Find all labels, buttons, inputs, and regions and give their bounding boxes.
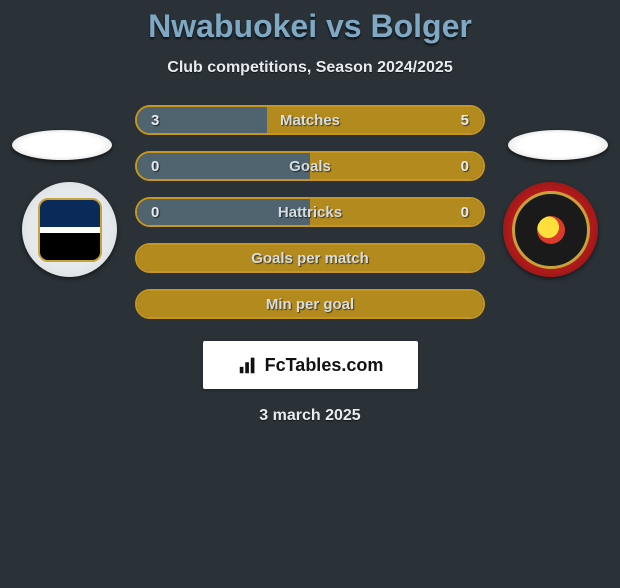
bar-value-left: 0 <box>151 204 159 221</box>
bar-fill-right <box>310 153 483 179</box>
stat-bar-matches: Matches 3 5 <box>135 105 485 135</box>
club-left-badge <box>22 182 117 277</box>
stat-bar-goals-per-match: Goals per match <box>135 243 485 273</box>
bar-label: Hattricks <box>278 204 342 221</box>
bar-value-right: 0 <box>461 158 469 175</box>
comparison-bars: Matches 3 5 Goals 0 0 Hattricks 0 0 Goals per mat… <box>135 105 485 319</box>
club-right-crest <box>512 191 590 269</box>
brand-box[interactable]: FcTables.com <box>203 341 418 389</box>
club-right-badge <box>503 182 598 277</box>
player-right-avatar <box>508 130 608 160</box>
page-title: Nwabuokei vs Bolger <box>0 8 620 45</box>
bar-label: Min per goal <box>266 296 354 313</box>
subtitle: Club competitions, Season 2024/2025 <box>0 59 620 77</box>
generation-date: 3 march 2025 <box>0 407 620 425</box>
player-left-avatar <box>12 130 112 160</box>
club-left-crest <box>38 198 102 262</box>
brand-text: FcTables.com <box>265 355 384 376</box>
stat-bar-hattricks: Hattricks 0 0 <box>135 197 485 227</box>
bar-chart-icon <box>237 354 259 376</box>
bar-label: Goals <box>289 158 331 175</box>
bar-value-right: 0 <box>461 204 469 221</box>
bar-value-left: 0 <box>151 158 159 175</box>
stat-bar-min-per-goal: Min per goal <box>135 289 485 319</box>
bar-value-right: 5 <box>461 112 469 129</box>
bar-value-left: 3 <box>151 112 159 129</box>
bar-fill-left <box>137 153 310 179</box>
stat-bar-goals: Goals 0 0 <box>135 151 485 181</box>
bar-label: Matches <box>280 112 340 129</box>
bar-label: Goals per match <box>251 250 369 267</box>
